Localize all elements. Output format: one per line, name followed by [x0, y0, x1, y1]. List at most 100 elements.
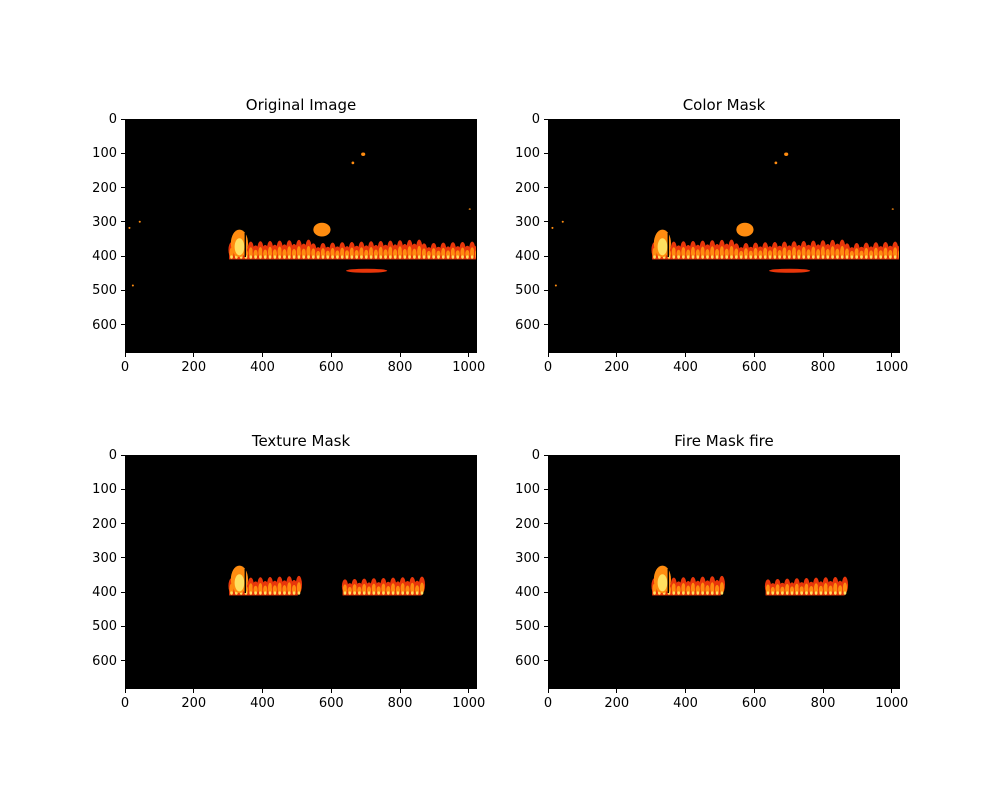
- y-tick-mark: [121, 592, 125, 593]
- x-tick-label: 400: [666, 361, 706, 374]
- flame-hot: [870, 255, 873, 258]
- y-tick-label: 300: [77, 552, 117, 565]
- y-tick-label: 0: [500, 113, 540, 126]
- flame-hot: [860, 255, 863, 258]
- y-tick-mark: [544, 489, 548, 490]
- flame-hot: [379, 255, 382, 258]
- flame-hot: [360, 255, 363, 258]
- flame-hot: [725, 255, 728, 258]
- flame-hot: [278, 255, 281, 258]
- flame-hot: [836, 255, 839, 258]
- flame-hot: [745, 255, 748, 258]
- y-tick-label: 600: [500, 655, 540, 668]
- ember: [132, 284, 134, 286]
- flame-hot: [759, 255, 762, 258]
- ember: [313, 223, 330, 237]
- y-tick-mark: [544, 256, 548, 257]
- y-tick-mark: [121, 523, 125, 524]
- flame-hot: [372, 591, 375, 594]
- y-tick-label: 200: [77, 518, 117, 531]
- x-tick-label: 1000: [449, 361, 489, 374]
- flame-hot: [230, 591, 233, 594]
- flame-hot: [418, 255, 421, 258]
- x-tick-mark: [685, 689, 686, 693]
- flame-hot: [889, 255, 892, 258]
- structure: [668, 233, 669, 257]
- flame-hot: [423, 255, 426, 258]
- flame-hot: [399, 255, 402, 258]
- flame-hot: [298, 255, 301, 258]
- y-tick-mark: [544, 324, 548, 325]
- structure: [245, 233, 254, 234]
- structure: [668, 233, 677, 234]
- flame-hot: [701, 591, 704, 594]
- flame-hot: [826, 255, 829, 258]
- flame-hot: [377, 591, 380, 594]
- flame-hot: [793, 255, 796, 258]
- flame-hot: [812, 255, 815, 258]
- x-tick-mark: [331, 353, 332, 357]
- x-tick-label: 800: [803, 697, 843, 710]
- flame-hot: [344, 591, 347, 594]
- y-tick-label: 100: [77, 147, 117, 160]
- x-tick-label: 0: [528, 361, 568, 374]
- x-tick-label: 400: [243, 697, 283, 710]
- flame-hot: [365, 255, 368, 258]
- flame-hot: [696, 591, 699, 594]
- y-tick-label: 500: [77, 284, 117, 297]
- x-tick-mark: [754, 689, 755, 693]
- flame-hot: [865, 255, 868, 258]
- x-tick-mark: [125, 689, 126, 693]
- y-tick-label: 400: [77, 586, 117, 599]
- y-tick-mark: [121, 626, 125, 627]
- x-tick-mark: [823, 353, 824, 357]
- flame-hot: [846, 255, 849, 258]
- x-tick-label: 800: [803, 361, 843, 374]
- flame-hot: [317, 255, 320, 258]
- y-tick-label: 0: [500, 449, 540, 462]
- flame-hot: [326, 255, 329, 258]
- flame-hot: [387, 591, 390, 594]
- flame-hot: [788, 255, 791, 258]
- flame-hot: [249, 591, 252, 594]
- reflection: [769, 269, 810, 273]
- flame-hot: [382, 591, 385, 594]
- y-tick-mark: [121, 187, 125, 188]
- flame-hot: [408, 255, 411, 258]
- panel-title-color-mask: Color Mask: [548, 96, 900, 114]
- flame-hot: [721, 255, 724, 258]
- x-tick-mark: [193, 353, 194, 357]
- structure: [245, 233, 246, 257]
- flame-hot: [778, 255, 781, 258]
- flame-hot: [278, 591, 281, 594]
- flame-hot: [355, 255, 358, 258]
- flame-hot: [682, 255, 685, 258]
- flame-hot: [692, 255, 695, 258]
- y-tick-mark: [544, 455, 548, 456]
- flame-hot: [254, 591, 257, 594]
- y-tick-label: 100: [500, 483, 540, 496]
- flame-hot: [406, 591, 409, 594]
- flame-hot: [815, 591, 818, 594]
- y-tick-label: 100: [500, 147, 540, 160]
- flame-hot: [884, 255, 887, 258]
- y-tick-mark: [544, 290, 548, 291]
- flame-hot: [672, 591, 675, 594]
- x-tick-mark: [616, 689, 617, 693]
- y-tick-label: 600: [77, 319, 117, 332]
- x-tick-label: 1000: [872, 697, 912, 710]
- ember: [892, 208, 894, 209]
- x-tick-label: 600: [311, 361, 351, 374]
- flame-hot: [466, 255, 469, 258]
- flame-hot: [442, 255, 445, 258]
- flame-hot: [735, 255, 738, 258]
- flame-hot: [687, 255, 690, 258]
- x-tick-mark: [616, 353, 617, 357]
- x-tick-label: 400: [243, 361, 283, 374]
- panel-title-texture-mask: Texture Mask: [125, 432, 477, 450]
- flame-hot: [264, 255, 267, 258]
- image-fire-mask: [548, 455, 900, 689]
- flame-hot: [769, 255, 772, 258]
- x-tick-mark: [548, 689, 549, 693]
- flame-hot: [471, 255, 474, 258]
